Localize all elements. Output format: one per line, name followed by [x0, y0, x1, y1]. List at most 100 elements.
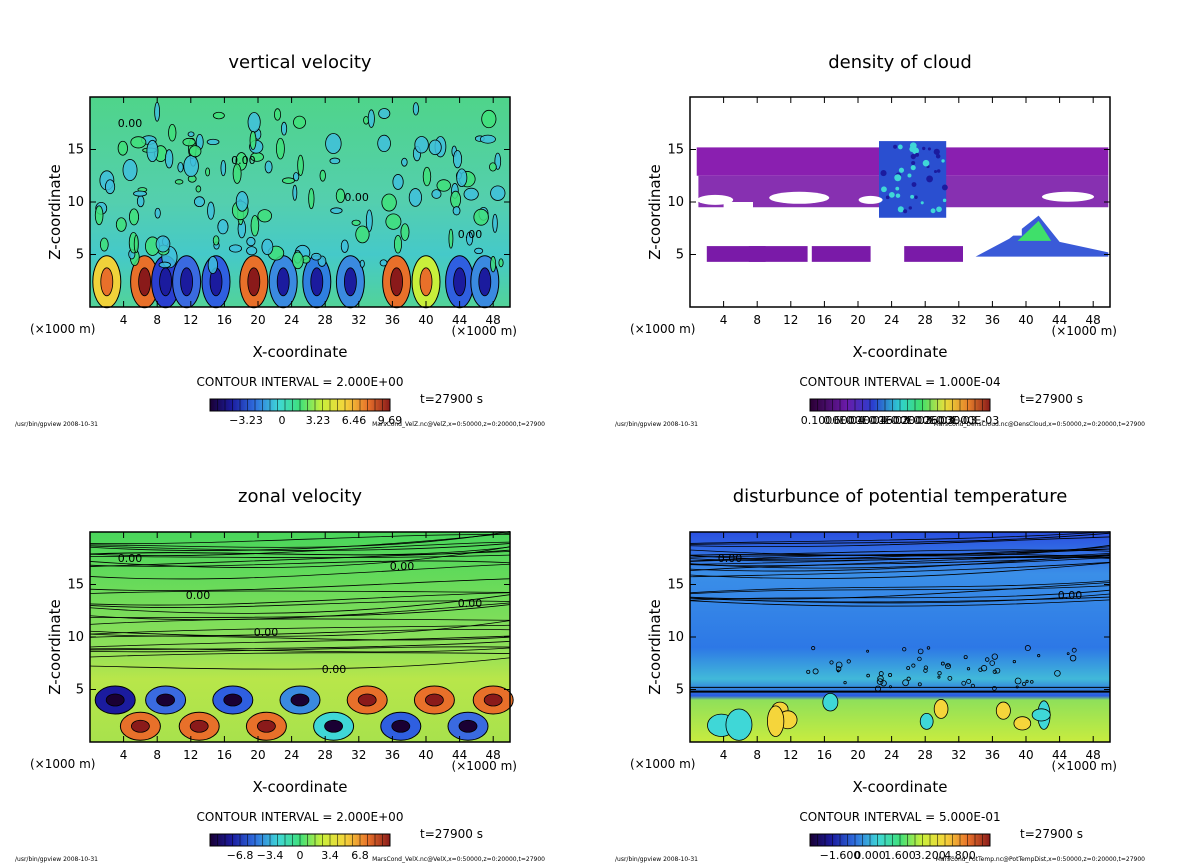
- contour-blob: [232, 163, 242, 184]
- contour-blob: [308, 188, 315, 210]
- cloud-gap: [803, 212, 833, 229]
- contour-blob: [806, 669, 811, 674]
- field-layer: [689, 531, 1111, 741]
- cloud-speckle: [885, 195, 890, 200]
- contour-blob: [212, 111, 225, 120]
- x-tick-label: 20: [250, 313, 265, 327]
- cloud-speckle: [910, 165, 916, 171]
- contour-blob: [414, 136, 429, 154]
- contour-line: [689, 557, 1111, 569]
- contour-blob: [401, 157, 408, 167]
- cloud-speckle: [910, 153, 916, 160]
- cloud-patch: [748, 246, 808, 262]
- contour-blob: [963, 655, 968, 660]
- cell-core: [478, 267, 492, 297]
- contour-blob: [154, 207, 161, 219]
- contour-line: [689, 561, 1111, 578]
- x-tick-label: 16: [217, 748, 232, 762]
- cloud-speckle: [880, 170, 887, 177]
- contour-blob: [359, 259, 365, 268]
- x-axis-label: X-coordinate: [853, 343, 948, 361]
- x-tick-label: 44: [1052, 313, 1067, 327]
- x-unit-right: (×1000 m): [1052, 759, 1117, 773]
- x-tick-label: 28: [918, 313, 933, 327]
- contour-blob: [385, 213, 402, 230]
- time-label: t=27900 s: [420, 392, 483, 406]
- cloud-speckle: [920, 201, 924, 205]
- cloud-gap: [950, 233, 980, 250]
- contour-blob: [367, 109, 375, 128]
- contour-line: [689, 599, 1111, 607]
- contour-blob: [246, 236, 256, 247]
- colorbar-tick-label: 6.46: [342, 414, 367, 427]
- contour-blob: [452, 206, 461, 216]
- x-tick-label: 32: [351, 313, 366, 327]
- cell-core: [390, 267, 404, 297]
- contour-blob: [966, 667, 971, 671]
- contour-blob: [351, 219, 361, 226]
- cell-core: [453, 267, 467, 297]
- colorbar-tick-label: 3.4: [321, 849, 339, 862]
- contour-line: [89, 646, 511, 653]
- contour-blob: [393, 234, 403, 254]
- contour-blob: [292, 251, 304, 270]
- cloud-gap: [769, 191, 830, 204]
- x-unit-left: (×1000 m): [30, 322, 95, 336]
- cell-core: [159, 267, 173, 297]
- contour-blob: [281, 121, 288, 136]
- contour-blob: [128, 208, 139, 226]
- cloud-speckle: [941, 184, 948, 191]
- contour-blob: [946, 663, 950, 667]
- contour-blob: [984, 657, 990, 662]
- cloud-speckle: [936, 169, 941, 173]
- colorbar-tick-label: 0.000: [854, 849, 886, 862]
- contour-blob: [183, 155, 199, 178]
- y-axis-label: Z-coordinate: [646, 164, 664, 259]
- contour-blob: [866, 649, 869, 653]
- colorbar-tick-label: 0.1000E-03: [846, 414, 909, 427]
- velocity-core: [424, 693, 444, 707]
- y-tick-label: 10: [67, 630, 84, 645]
- contour-line: [89, 600, 511, 608]
- contour-blob: [293, 115, 306, 129]
- contour-blob: [174, 179, 184, 185]
- contour-line: [89, 635, 511, 648]
- contour-blob: [381, 193, 397, 212]
- contour-label: 0.00: [458, 597, 483, 610]
- contour-line: [689, 532, 1111, 545]
- x-tick-label: 8: [153, 313, 161, 327]
- cloud-speckle: [941, 159, 945, 163]
- x-unit-left: (×1000 m): [630, 757, 695, 771]
- cell-core: [138, 267, 152, 297]
- contour-blob: [400, 223, 410, 241]
- x-tick-label: 4: [720, 748, 728, 762]
- cloud-speckle: [897, 206, 904, 213]
- contour-line: [89, 543, 511, 551]
- y-tick-label: 5: [76, 248, 84, 263]
- x-tick-label: 24: [884, 748, 899, 762]
- contour-blob: [966, 678, 972, 684]
- contour-blob: [835, 666, 842, 672]
- x-axis-label: X-coordinate: [253, 778, 348, 796]
- cloud-speckle: [914, 195, 918, 199]
- contour-blob: [436, 179, 451, 192]
- footer-left: /usr/bin/gpview 2008-10-31: [15, 421, 98, 428]
- y-tick-label: 15: [67, 143, 84, 158]
- footer-right: MarsCond_PotTemp.nc@PotTempDist,x=0:5000…: [936, 856, 1146, 863]
- contour-blob: [379, 259, 388, 267]
- contour-blob: [428, 139, 442, 156]
- colorbar-tick-label: −3.23: [229, 414, 263, 427]
- temperature-cell: [995, 701, 1011, 720]
- contour-blob: [902, 647, 907, 652]
- footer-right: MarsCond_VelZ.nc@VelZ,x=0:50000,z=0:2000…: [372, 421, 545, 428]
- contour-line: [689, 554, 1111, 572]
- velocity-core: [483, 693, 503, 707]
- cloud-speckle: [898, 167, 905, 173]
- contour-line: [89, 549, 511, 556]
- contour-blob: [330, 207, 343, 214]
- cloud-speckle: [942, 198, 947, 203]
- contour-line: [89, 560, 511, 567]
- cloud-speckle: [909, 146, 915, 152]
- contour-line: [689, 536, 1111, 548]
